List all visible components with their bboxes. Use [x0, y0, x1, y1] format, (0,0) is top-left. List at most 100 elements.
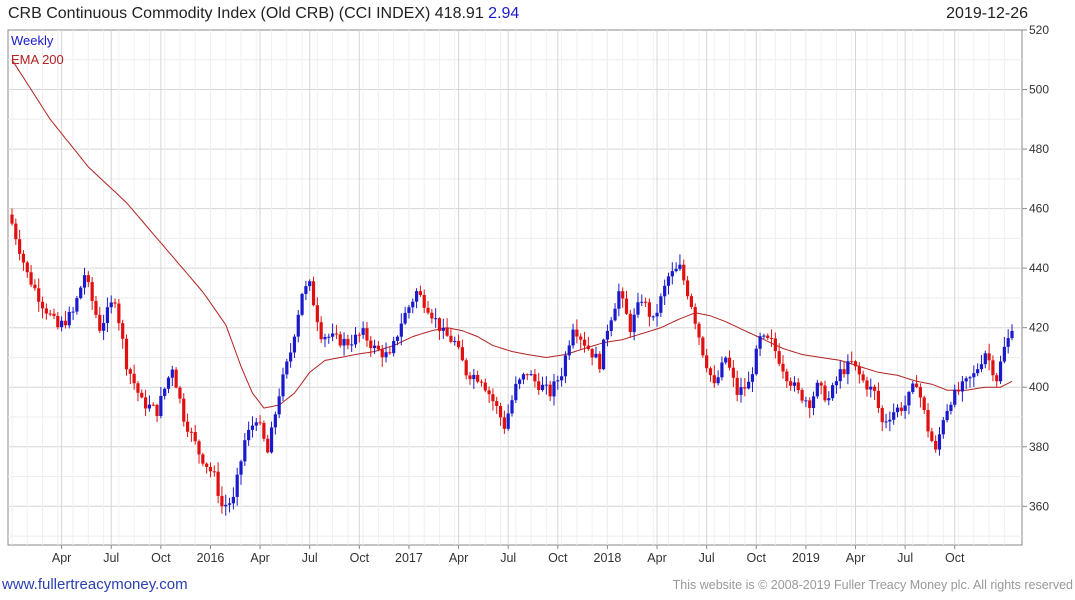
candle-body — [960, 381, 964, 392]
candle-body — [502, 417, 506, 429]
candle-body — [117, 303, 121, 324]
candle-body — [143, 397, 148, 409]
candle-body — [640, 301, 644, 303]
candle-body — [850, 361, 854, 363]
candle-body — [956, 389, 961, 392]
candle-body — [594, 353, 598, 358]
chart-title-text: CRB Continuous Commodity Index (Old CRB)… — [8, 5, 484, 22]
candle-body — [609, 320, 613, 331]
y-tick-label: 500 — [1029, 83, 1049, 97]
candles — [10, 208, 1014, 516]
candle-body — [18, 239, 22, 254]
candle-body — [37, 288, 41, 302]
candle-body — [498, 406, 503, 418]
candle-body — [296, 314, 300, 337]
candle-body — [411, 301, 415, 308]
candle-body — [983, 353, 987, 365]
candle-body — [727, 357, 732, 368]
candle-body — [71, 311, 75, 313]
candle-body — [949, 404, 953, 411]
candle-body — [560, 376, 564, 381]
candle-body — [544, 384, 548, 386]
x-tick-label: 2018 — [594, 551, 622, 565]
candle-body — [311, 281, 316, 306]
candle-body — [506, 413, 510, 429]
candle-body — [380, 349, 384, 358]
candle-body — [876, 390, 881, 409]
candle-body — [90, 282, 94, 301]
candle-body — [872, 386, 877, 391]
candle-body — [315, 305, 319, 323]
candle-body — [434, 318, 438, 320]
candle-body — [189, 431, 193, 433]
candle-body — [895, 407, 900, 413]
candle-body — [689, 296, 693, 307]
candle-body — [247, 429, 251, 441]
candle-body — [121, 323, 125, 339]
candle-body — [800, 390, 804, 401]
candle-body — [766, 335, 770, 339]
candle-body — [395, 336, 400, 341]
candle-body — [266, 438, 270, 453]
x-tick-label: Jul — [103, 551, 119, 565]
candle-body — [926, 409, 930, 432]
candle-body — [670, 271, 674, 277]
candle-body — [67, 311, 71, 326]
candle-body — [201, 454, 205, 464]
x-tick-label: Oct — [747, 551, 767, 565]
candle-body — [976, 369, 980, 374]
candle-body — [903, 405, 907, 411]
candle-body — [979, 364, 984, 370]
candle-body — [94, 300, 98, 315]
candle-body — [521, 374, 526, 380]
candle-body — [334, 333, 339, 335]
candle-body — [170, 369, 174, 378]
candle-body — [914, 383, 919, 388]
candle-body — [838, 369, 842, 382]
candle-body — [731, 367, 735, 378]
candle-body — [227, 503, 232, 505]
candle-body — [819, 382, 823, 386]
candle-body — [789, 381, 793, 386]
site-link[interactable]: www.fullertreacymoney.com — [2, 576, 188, 593]
candle-body — [174, 369, 178, 388]
candle-body — [930, 431, 934, 441]
candle-body — [159, 395, 163, 417]
candle-body — [269, 427, 274, 453]
candle-body — [575, 329, 579, 337]
candle-body — [82, 275, 87, 288]
x-tick-label: Oct — [151, 551, 171, 565]
candle-body — [10, 214, 14, 224]
candle-body — [995, 375, 999, 382]
candle-body — [537, 381, 541, 391]
candle-body — [659, 296, 663, 313]
candle-body — [762, 335, 766, 337]
candle-body — [353, 334, 358, 345]
candle-body — [449, 335, 453, 342]
x-tick-label: Jul — [699, 551, 715, 565]
candle-body — [468, 375, 472, 380]
candle-body — [460, 347, 464, 361]
candle-body — [113, 302, 117, 304]
candle-body — [491, 394, 495, 402]
candle-body — [140, 392, 144, 398]
y-tick-label: 380 — [1029, 440, 1049, 454]
candle-body — [319, 322, 323, 340]
candle-body — [811, 396, 816, 409]
candle-body — [445, 327, 449, 336]
candle-body — [911, 383, 915, 393]
candle-body — [250, 425, 255, 430]
candle-body — [155, 404, 159, 417]
candle-body — [357, 334, 361, 336]
legend-ema: EMA 200 — [11, 52, 64, 67]
candle-body — [712, 375, 716, 384]
candle-body — [1010, 330, 1014, 339]
candle-body — [708, 368, 713, 376]
candle-body — [556, 380, 560, 382]
candle-body — [231, 496, 235, 504]
candle-body — [781, 363, 785, 372]
candle-body — [289, 352, 293, 362]
candle-body — [151, 404, 155, 406]
candle-body — [586, 345, 590, 350]
x-tick-label: 2017 — [395, 551, 423, 565]
